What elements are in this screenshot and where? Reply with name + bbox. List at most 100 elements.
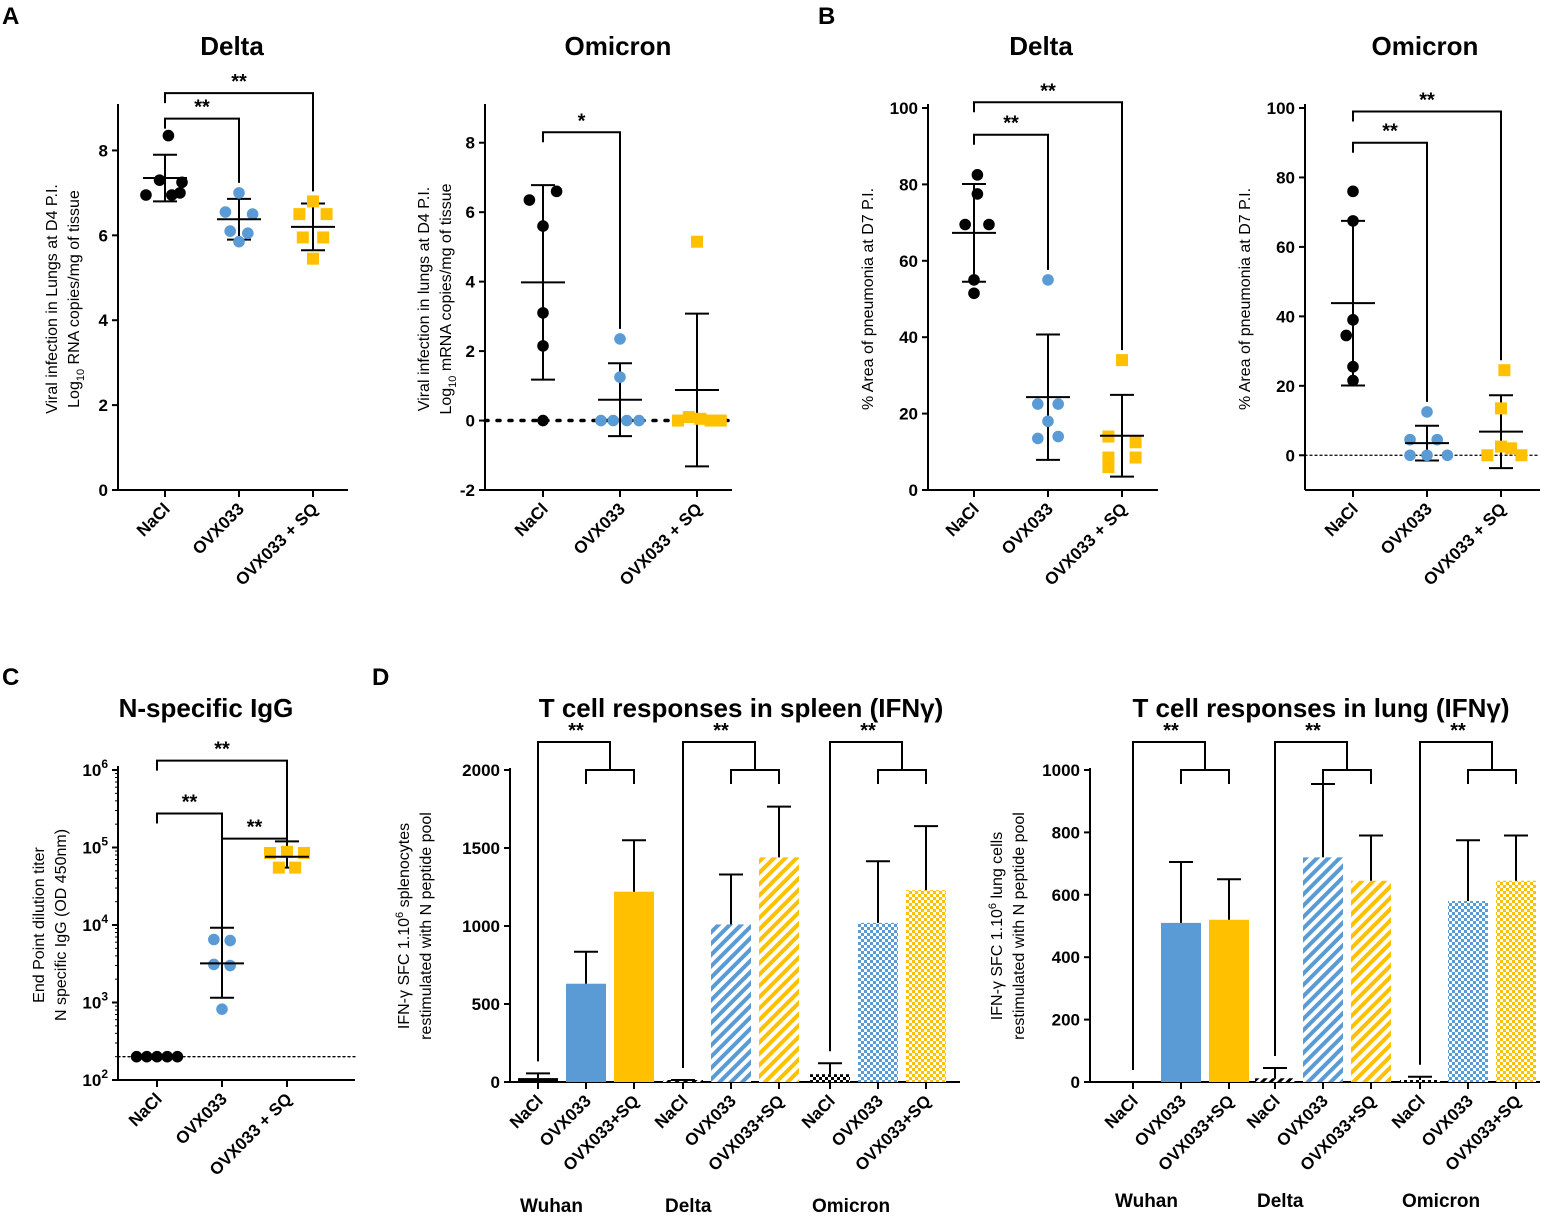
data-point-ovx033 xyxy=(1042,274,1054,286)
data-point-ovx033 xyxy=(219,206,232,218)
data-point-ovx033-sq xyxy=(671,414,684,427)
data-point-ovx033-sq xyxy=(1116,354,1128,367)
data-point-ovx033 xyxy=(1404,449,1416,462)
y-tick-label: 100 xyxy=(1267,99,1295,118)
y-tick-label: 4 xyxy=(99,311,109,330)
ylabel-sub: 10 xyxy=(75,369,87,381)
significance-bracket-inner xyxy=(1322,769,1372,784)
data-point-ovx033-sq xyxy=(714,414,727,427)
significance-label: ** xyxy=(1003,113,1019,135)
y-tick-exp: 3 xyxy=(101,990,108,1004)
chart-title: Delta xyxy=(200,31,264,61)
significance-bracket xyxy=(542,131,621,329)
significance-bracket xyxy=(221,837,288,849)
ylabel-part: IFN-γ SFC 1.10 xyxy=(989,909,1006,1020)
y-tick-label: 80 xyxy=(1276,168,1295,187)
data-point-nacl xyxy=(1347,185,1359,198)
y-tick-label: 500 xyxy=(472,995,500,1014)
data-point-ovx033 xyxy=(614,371,626,383)
y-tick-base: 10 xyxy=(82,839,101,858)
data-point-ovx033-sq xyxy=(1495,440,1507,453)
y-tick-label: 6 xyxy=(466,203,475,222)
data-point-ovx033-sq xyxy=(682,411,695,424)
data-point-ovx033 xyxy=(233,187,245,199)
y-tick-label: 102 xyxy=(82,1067,108,1090)
significance-label: ** xyxy=(1419,89,1435,111)
data-point-ovx033-sq xyxy=(317,231,330,244)
y-tick-label: 40 xyxy=(1276,307,1295,326)
significance-bracket-outer xyxy=(1132,741,1206,1070)
data-point-ovx033 xyxy=(1042,415,1054,428)
x-category-label-nacl: NaCl xyxy=(1321,499,1362,540)
y-tick-label: 0 xyxy=(491,1073,500,1092)
y-tick-base: 10 xyxy=(82,916,101,935)
chart-title: T cell responses in lung (IFNγ) xyxy=(1132,693,1509,723)
data-point-ovx033-sq xyxy=(1515,449,1528,462)
bar-omicron-ovx033-sq xyxy=(906,890,946,1082)
chart-title: N-specific IgG xyxy=(119,693,294,723)
y-tick-base: 10 xyxy=(82,994,101,1013)
data-point-ovx033 xyxy=(607,414,619,427)
significance-bracket xyxy=(156,759,288,842)
significance-label: ** xyxy=(247,817,263,839)
group-label-delta: Delta xyxy=(665,1196,712,1217)
bar-wuhan-ovx033-sq xyxy=(1209,919,1249,1082)
bar-omicron-nacl xyxy=(810,1074,850,1082)
chart-title: Omicron xyxy=(1372,31,1479,61)
significance-bracket-outer xyxy=(682,741,756,1068)
x-category-label-nacl: NaCl xyxy=(506,1091,547,1132)
data-point-nacl xyxy=(537,220,549,232)
data-point-nacl xyxy=(959,218,971,231)
significance-label: ** xyxy=(214,739,230,761)
bar-wuhan-nacl xyxy=(518,1078,558,1082)
y-axis-label-line-2: Log10 RNA copies/mg of tissue xyxy=(66,190,87,408)
significance-bracket-inner xyxy=(1180,769,1230,784)
y-tick-label: 2000 xyxy=(462,761,500,780)
data-point-nacl xyxy=(971,169,984,181)
bar-wuhan-ovx033-sq xyxy=(614,891,654,1082)
data-point-nacl xyxy=(176,176,188,189)
group-label-delta: Delta xyxy=(1257,1191,1304,1212)
significance-label: ** xyxy=(860,720,876,742)
chart-title: T cell responses in spleen (IFNγ) xyxy=(539,693,944,723)
significance-bracket-outer xyxy=(1274,741,1348,1056)
y-tick-label: 105 xyxy=(82,835,108,858)
y-axis-label-line-1: Viral infection in Lungs at D4 P.I. xyxy=(44,184,61,414)
data-point-nacl xyxy=(1347,374,1359,387)
data-point-nacl xyxy=(537,307,549,319)
data-point-ovx033 xyxy=(595,414,607,427)
bar-delta-ovx033 xyxy=(1303,857,1343,1082)
y-tick-label: 106 xyxy=(82,757,108,780)
y-axis-label-line-1: IFN-γ SFC 1.106 splenocytes xyxy=(394,823,413,1029)
data-point-ovx033-sq xyxy=(1102,461,1115,474)
y-tick-label: 600 xyxy=(1052,886,1080,905)
data-point-nacl xyxy=(550,185,563,198)
significance-label: ** xyxy=(182,791,198,813)
data-point-ovx033-sq xyxy=(307,252,319,265)
chart-title: Omicron xyxy=(565,31,672,61)
y-tick-exp: 6 xyxy=(101,757,108,771)
y-tick-base: 10 xyxy=(82,761,101,780)
y-tick-exp: 4 xyxy=(101,912,108,926)
bar-omicron-ovx033 xyxy=(858,922,898,1082)
x-category-label-nacl: NaCl xyxy=(798,1091,839,1132)
y-tick-label: 200 xyxy=(1052,1011,1080,1030)
significance-bracket xyxy=(973,133,1049,270)
data-point-ovx033 xyxy=(621,414,633,427)
data-point-ovx033 xyxy=(224,934,236,947)
data-point-ovx033-sq xyxy=(289,861,302,874)
x-category-label-ovx033: OVX033 xyxy=(172,1089,231,1148)
data-point-ovx033 xyxy=(224,225,236,237)
y-tick-label: 8 xyxy=(99,141,108,160)
data-point-ovx033 xyxy=(208,958,220,971)
group-label-wuhan: Wuhan xyxy=(1115,1191,1178,1212)
bar-omicron-nacl xyxy=(1400,1080,1440,1082)
bar-delta-nacl xyxy=(663,1080,703,1082)
y-tick-label: 2 xyxy=(99,396,108,415)
ylabel-part: Log xyxy=(438,388,455,415)
data-point-nacl xyxy=(162,129,175,142)
significance-label: * xyxy=(578,110,586,132)
data-point-ovx033 xyxy=(1032,398,1044,410)
significance-bracket-outer xyxy=(829,741,903,1052)
